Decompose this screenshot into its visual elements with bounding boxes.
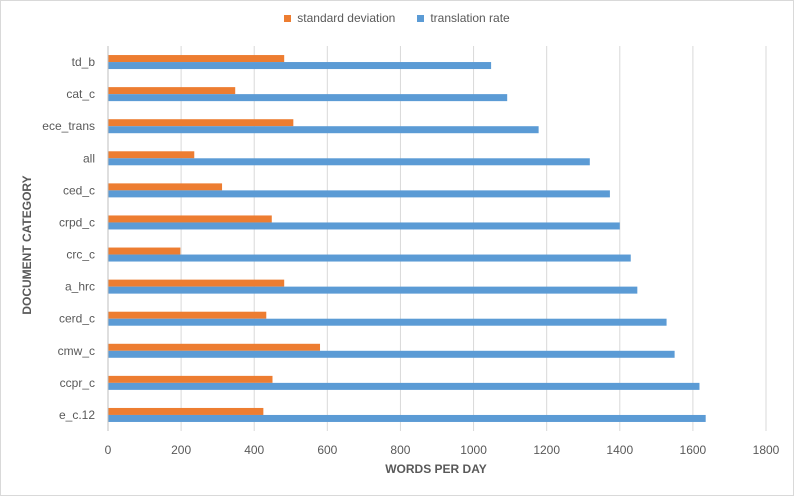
legend-label-standard-deviation: standard deviation <box>297 11 396 25</box>
y-tick-label: cat_c <box>66 87 95 101</box>
legend-swatch-standard-deviation <box>284 14 292 22</box>
y-tick-label: td_b <box>72 55 96 69</box>
bar-translation-rate <box>108 254 631 262</box>
bar-standard-deviation <box>108 215 272 223</box>
bar-standard-deviation <box>108 87 236 95</box>
y-tick-label: ced_c <box>63 183 95 197</box>
y-tick-label: cerd_c <box>59 312 95 326</box>
y-tick-label: all <box>83 151 95 165</box>
bar-standard-deviation <box>108 151 195 159</box>
legend-item-standard-deviation: standard deviation <box>284 11 395 25</box>
bar-standard-deviation <box>108 375 273 383</box>
x-tick-label: 400 <box>244 443 264 457</box>
bar-translation-rate <box>108 318 667 326</box>
bar-standard-deviation <box>108 183 223 191</box>
x-axis-title: WORDS PER DAY <box>385 462 487 476</box>
y-tick-label: crpd_c <box>59 215 95 229</box>
y-tick-label: a_hrc <box>65 280 95 294</box>
y-tick-label: cmw_c <box>58 344 95 358</box>
bar-translation-rate <box>108 286 638 294</box>
x-tick-label: 200 <box>171 443 191 457</box>
bar-translation-rate <box>108 62 492 70</box>
x-tick-label: 1400 <box>606 443 633 457</box>
bars <box>108 55 706 422</box>
bar-standard-deviation <box>108 119 294 127</box>
bar-standard-deviation <box>108 343 321 351</box>
legend: standard deviation translation rate <box>0 11 794 25</box>
x-tick-label: 1600 <box>680 443 707 457</box>
bar-translation-rate <box>108 94 508 102</box>
x-tick-label: 1000 <box>460 443 487 457</box>
bar-standard-deviation <box>108 407 264 415</box>
axes: 0 200 400 600 800 1000 1200 1400 1600 1800 td_bcat… <box>42 46 780 457</box>
bar-translation-rate <box>108 382 700 390</box>
bar-translation-rate <box>108 190 610 198</box>
x-tick-label: 600 <box>317 443 337 457</box>
y-tick-label: ece_trans <box>42 119 95 133</box>
x-tick-label: 800 <box>390 443 410 457</box>
bar-standard-deviation <box>108 279 285 287</box>
legend-label-translation-rate: translation rate <box>430 11 510 25</box>
legend-swatch-translation-rate <box>417 14 425 22</box>
bar-translation-rate <box>108 126 539 134</box>
bar-translation-rate <box>108 158 590 166</box>
gridlines <box>107 46 767 431</box>
y-axis-title: DOCUMENT CATEGORY <box>20 175 34 314</box>
y-tick-label: crc_c <box>66 248 95 262</box>
x-tick-label: 1800 <box>753 443 780 457</box>
bar-translation-rate <box>108 350 675 358</box>
bar-standard-deviation <box>108 247 181 255</box>
legend-item-translation-rate: translation rate <box>417 11 510 25</box>
bar-translation-rate <box>108 414 706 422</box>
x-tick-label: 0 <box>105 443 112 457</box>
x-tick-label: 1200 <box>533 443 560 457</box>
bar-standard-deviation <box>108 55 285 63</box>
y-tick-label: e_c.12 <box>59 408 95 422</box>
y-tick-label: ccpr_c <box>60 376 95 390</box>
bar-standard-deviation <box>108 311 267 319</box>
bar-translation-rate <box>108 222 620 230</box>
